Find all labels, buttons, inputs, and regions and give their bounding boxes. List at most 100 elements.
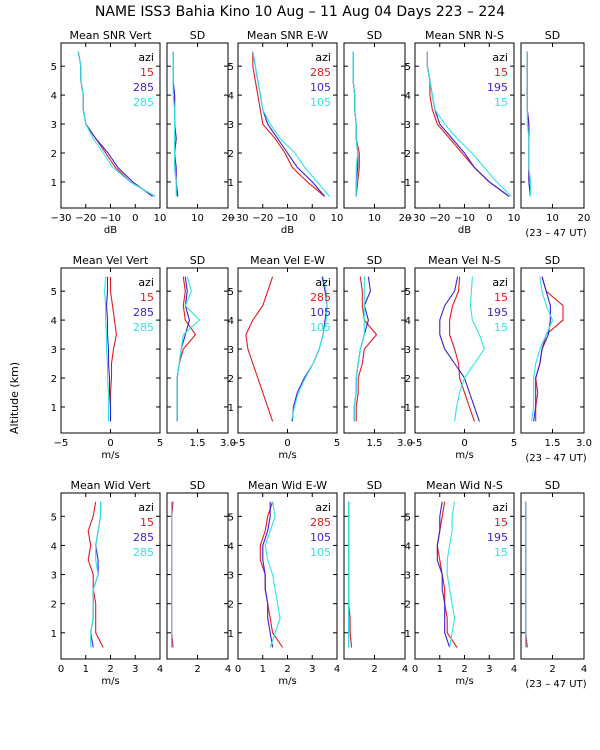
legend-entry-blue: 105 xyxy=(310,81,331,94)
series-line-azi-195-blue xyxy=(533,276,551,422)
panel-title: Mean Wid N-S xyxy=(426,479,503,492)
y-tick-label: 1 xyxy=(405,178,411,189)
panel-title: SD xyxy=(367,254,382,267)
x-tick-label: 10 xyxy=(508,213,521,224)
legend-entry-cyan: 15 xyxy=(494,96,508,109)
legend-entry-cyan: 105 xyxy=(310,96,331,109)
legend-entry-blue: 285 xyxy=(133,306,154,319)
series-line-azi-15-red xyxy=(449,276,475,422)
legend-header: azi xyxy=(138,276,154,289)
panel-title: Mean Vel E-W xyxy=(250,254,325,267)
legend-header: azi xyxy=(315,276,331,289)
x-tick-label: 1 xyxy=(437,664,443,675)
series-line-azi-285-red xyxy=(355,276,378,422)
y-tick-label: 5 xyxy=(228,512,234,523)
series-line-azi-15-red xyxy=(109,276,117,422)
legend-entry-red: 285 xyxy=(310,66,331,79)
legend-entry-blue: 195 xyxy=(487,531,508,544)
x-axis-unit: m/s xyxy=(101,676,119,687)
x-axis-unit: m/s xyxy=(278,450,296,461)
y-tick-label: 5 xyxy=(51,62,57,73)
series-line-azi-285-cyan xyxy=(176,276,201,422)
x-tick-label: 0 xyxy=(412,664,418,675)
panel-title: SD xyxy=(545,479,560,492)
x-tick-label: 2 xyxy=(284,664,290,675)
panel-title: Mean SNR N-S xyxy=(425,29,504,42)
series-line-azi-285-red xyxy=(245,276,274,422)
series-line-azi-285-red xyxy=(259,501,284,648)
x-axis-unit: m/s xyxy=(101,450,119,461)
x-tick-label: 5 xyxy=(157,438,163,449)
y-tick-label: 1 xyxy=(51,403,57,414)
x-tick-label: 4 xyxy=(581,664,587,675)
legend-header: azi xyxy=(138,51,154,64)
y-tick-label: 3 xyxy=(51,345,57,356)
panel-snr-ew: Mean SNR E-W −30 −20 −10 0 10 dB 1 2 3 4 5 azi 285 105… xyxy=(227,29,343,236)
series-line-azi-285-cyan xyxy=(172,51,177,197)
x-axis-unit: dB xyxy=(458,225,471,236)
x-axis-unit: m/s xyxy=(455,676,473,687)
series-line-azi-105-blue xyxy=(352,51,359,197)
x-tick-label: 3 xyxy=(309,664,315,675)
x-tick-label: 2 xyxy=(107,664,113,675)
x-tick-label: −30 xyxy=(404,213,425,224)
x-tick-label: 3 xyxy=(486,664,492,675)
y-tick-label: 5 xyxy=(228,62,234,73)
x-tick-label: 20 xyxy=(222,213,235,224)
y-tick-label: 1 xyxy=(228,629,234,640)
series-line-azi-15-cyan xyxy=(426,51,512,197)
series-line-azi-195-blue xyxy=(439,276,480,422)
x-tick-label: 3.0 xyxy=(576,438,592,449)
x-tick-label: 2 xyxy=(461,664,467,675)
legend-entry-red: 15 xyxy=(140,516,154,529)
legend-entry-cyan: 285 xyxy=(133,96,154,109)
x-tick-label: 20 xyxy=(399,213,412,224)
y-tick-label: 2 xyxy=(228,374,234,385)
series-line-azi-15-cyan xyxy=(446,501,456,648)
panel-frame xyxy=(166,492,229,660)
y-tick-label: 4 xyxy=(405,91,411,102)
y-tick-label: 3 xyxy=(228,345,234,356)
x-tick-label: 0 xyxy=(486,213,492,224)
altitude-axis-label: Altitude (km) xyxy=(8,362,21,434)
legend-entry-red: 285 xyxy=(310,291,331,304)
y-tick-label: 1 xyxy=(228,403,234,414)
legend-header: azi xyxy=(492,501,508,514)
panel-vel-ns-sd: SD 1.5 3.0 (23 – 47 UT) xyxy=(520,254,592,464)
panel-vel-ns: Mean Vel N-S −5 0 5 m/s 1 2 3 4 5 azi 15 195 15 xyxy=(405,254,518,461)
x-tick-label: 3.0 xyxy=(397,438,413,449)
panel-snr-vert: Mean SNR Vert −30 −20 −10 0 10 dB 1 2 3 4 5 azi 15 285… xyxy=(50,29,166,236)
panel-title: SD xyxy=(190,254,205,267)
panel-frame xyxy=(343,492,406,660)
panel-wid-vert-sd: SD 2 4 xyxy=(166,479,231,675)
panel-title: SD xyxy=(367,29,382,42)
y-tick-label: 3 xyxy=(228,120,234,131)
y-tick-label: 2 xyxy=(51,374,57,385)
time-range-note: (23 – 47 UT) xyxy=(525,679,586,690)
y-tick-label: 3 xyxy=(405,120,411,131)
panel-grid: Mean SNR Vert−30 −20 −10 0 10dB12345azi15285… xyxy=(50,29,592,690)
legend-header: azi xyxy=(315,51,331,64)
legend-entry-red: 15 xyxy=(494,291,508,304)
series-line-azi-105-cyan xyxy=(252,51,331,197)
x-tick-label: −20 xyxy=(75,213,96,224)
y-tick-label: 3 xyxy=(51,571,57,582)
x-tick-label: −20 xyxy=(252,213,273,224)
y-tick-label: 4 xyxy=(405,316,411,327)
series-line-azi-285-cyan xyxy=(77,51,156,197)
x-tick-label: 2 xyxy=(194,664,200,675)
series-line-azi-195-blue xyxy=(436,501,451,648)
series-line-azi-285-blue xyxy=(105,276,112,422)
panel-title: SD xyxy=(190,479,205,492)
y-tick-label: 2 xyxy=(405,600,411,611)
legend-header: azi xyxy=(492,276,508,289)
y-tick-label: 2 xyxy=(51,149,57,160)
series-line-azi-15-cyan xyxy=(530,276,554,422)
x-tick-label: 1 xyxy=(260,664,266,675)
panel-wid-ew-sd: SD 2 4 xyxy=(343,479,408,675)
x-tick-label: 4 xyxy=(334,664,340,675)
y-tick-label: 4 xyxy=(228,316,234,327)
x-tick-label: −10 xyxy=(100,213,121,224)
series-line-azi-285-red xyxy=(252,51,325,197)
x-tick-label: 0 xyxy=(132,213,138,224)
